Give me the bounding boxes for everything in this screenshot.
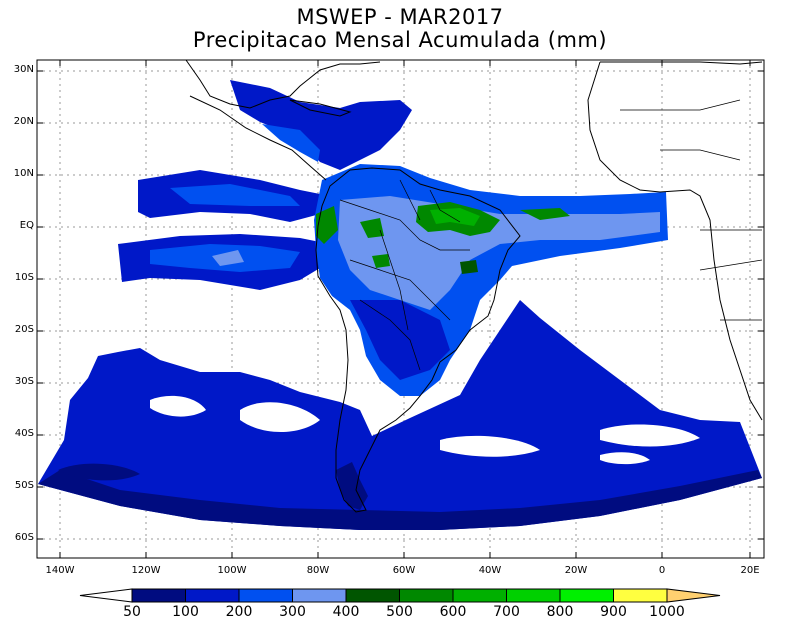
colorbar-label: 100 — [172, 604, 199, 620]
colorbar-box — [131, 588, 186, 603]
colorbar-box — [345, 588, 400, 603]
lon-label: 20E — [740, 565, 760, 576]
coast-africa — [587, 61, 763, 421]
lon-label: 40W — [478, 565, 502, 576]
coast-north-america — [185, 59, 381, 109]
precip-south-atlantic-pacific — [38, 300, 762, 530]
colorbar-label: 500 — [386, 604, 413, 620]
coast-central-america — [189, 95, 327, 181]
lat-label: 40S — [14, 428, 34, 439]
colorbar-box — [399, 588, 454, 603]
lat-label: 50S — [14, 480, 34, 491]
colorbar-label: 900 — [600, 604, 627, 620]
map-frame — [36, 59, 765, 559]
coast-south-america — [315, 167, 521, 513]
colorbar-label: 800 — [546, 604, 574, 620]
colorbar-box — [506, 588, 561, 603]
lon-label: 60W — [392, 565, 416, 576]
lat-label: 30S — [14, 376, 34, 387]
lat-label: 20S — [14, 324, 34, 335]
lat-label: 10N — [13, 168, 34, 179]
coast-cuba — [289, 99, 352, 117]
coastlines — [185, 59, 763, 513]
colorbar-arrow-low — [79, 588, 133, 603]
lon-label: 20W — [564, 565, 588, 576]
lat-label: 30N — [13, 64, 34, 75]
colorbar-label: 700 — [493, 604, 520, 620]
lat-label: 60S — [14, 532, 34, 543]
lat-label: 20N — [13, 116, 34, 127]
colorbar-label: 300 — [279, 604, 306, 620]
map-title: MSWEP - MAR2017 — [296, 5, 504, 29]
colorbar-label: 1000 — [649, 604, 685, 620]
colorbar-box — [238, 588, 293, 603]
colorbar-label: 200 — [225, 604, 253, 620]
precip-south-dark — [38, 470, 762, 530]
colorbar-box — [292, 588, 347, 603]
lon-label: 80W — [306, 565, 330, 576]
colorbar — [79, 588, 721, 603]
colorbar-label: 400 — [332, 604, 360, 620]
colorbar-box — [613, 588, 668, 603]
colorbar-arrow-high — [666, 588, 721, 603]
precip-central-america — [230, 80, 412, 170]
colorbar-box — [452, 588, 507, 603]
colorbar-box — [559, 588, 614, 603]
lon-label: 0 — [658, 565, 666, 576]
country-borders — [339, 179, 470, 371]
lon-label: 140W — [45, 565, 75, 576]
map-subtitle: Precipitacao Mensal Acumulada (mm) — [192, 28, 608, 52]
lon-label: 120W — [131, 565, 161, 576]
colorbar-box — [185, 588, 240, 603]
axis-ticks — [37, 60, 764, 558]
precipitation-field — [38, 80, 762, 530]
lon-label: 100W — [217, 565, 247, 576]
colorbar-label: 600 — [439, 604, 467, 620]
lat-label: 10S — [14, 272, 34, 283]
colorbar-label: 50 — [123, 604, 141, 620]
lat-label: EQ — [19, 220, 34, 231]
